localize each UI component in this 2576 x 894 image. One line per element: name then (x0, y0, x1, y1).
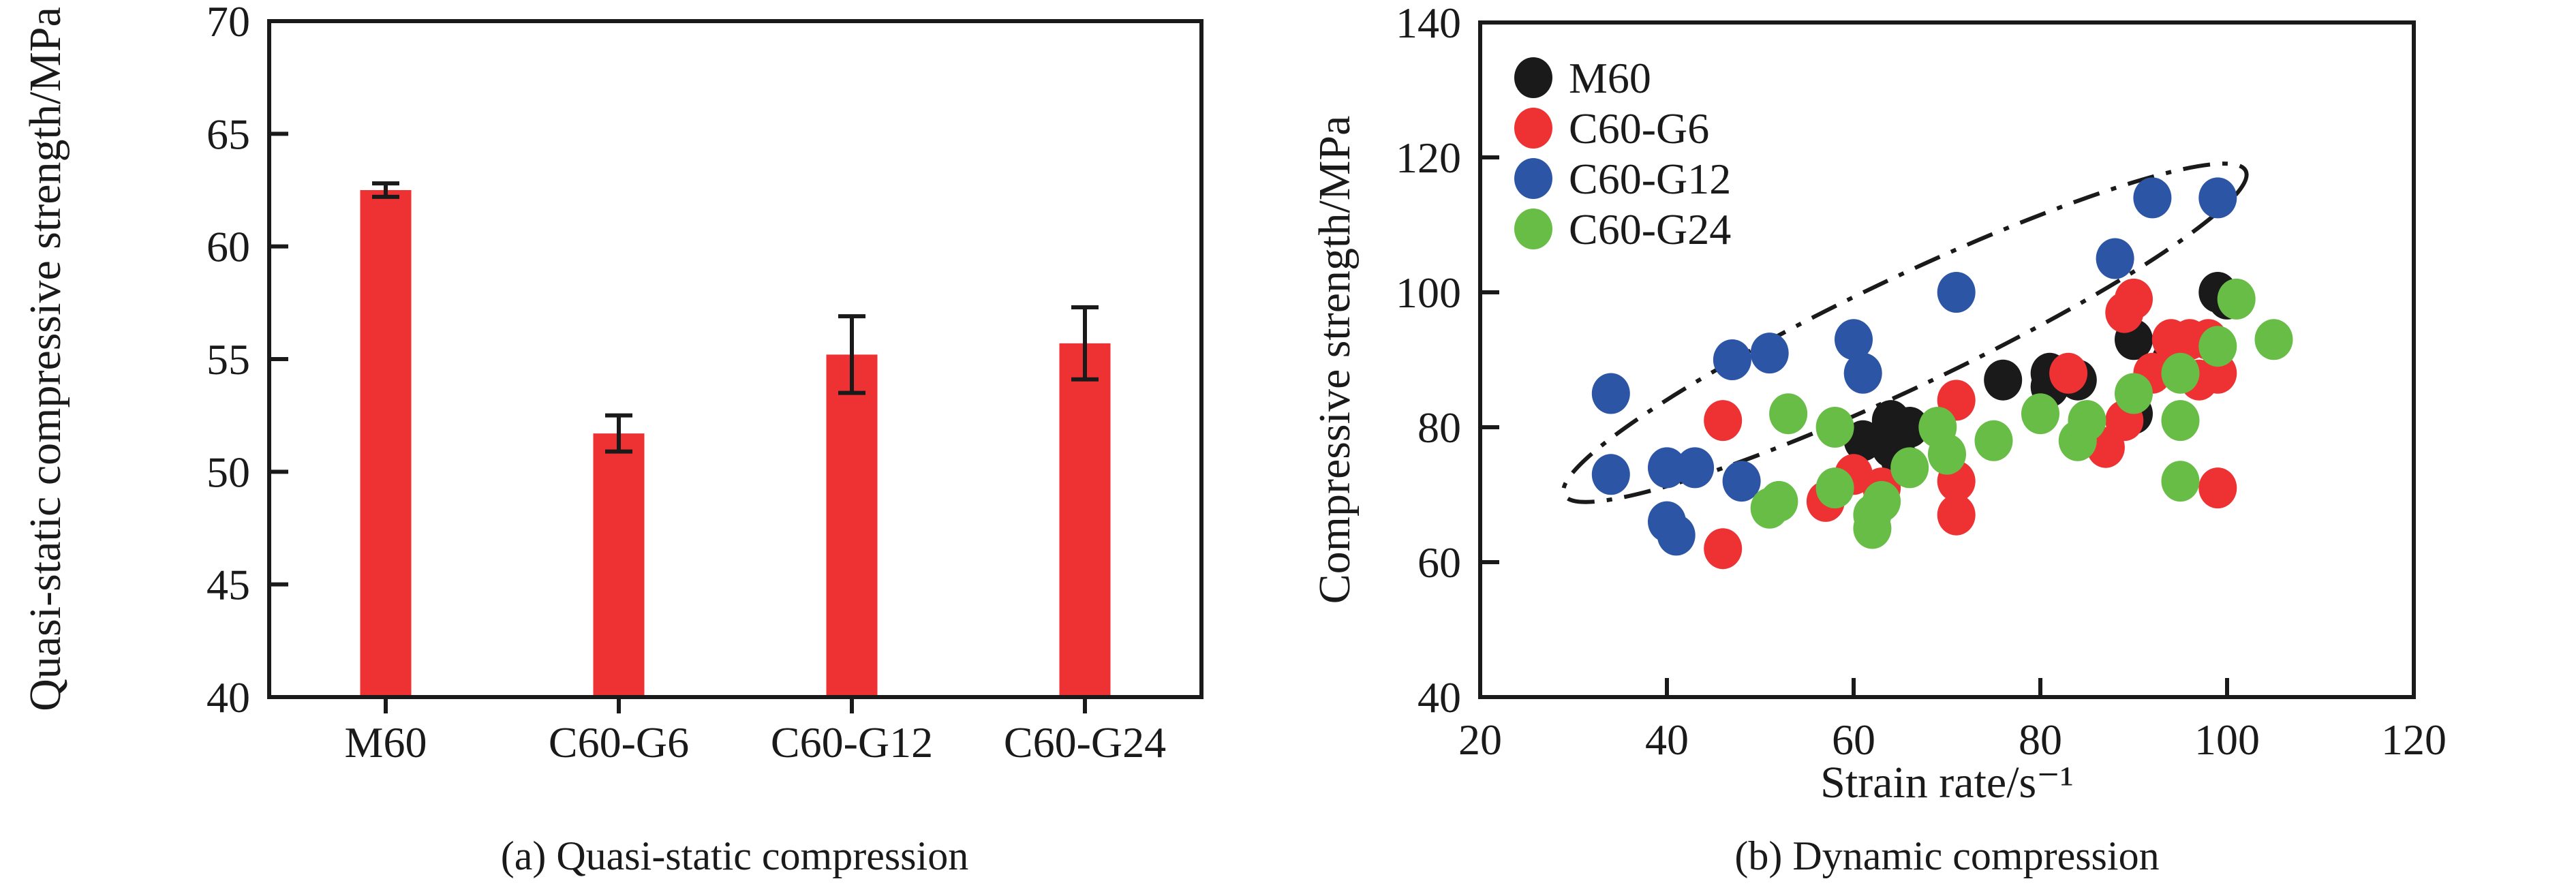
error-bar-C60-G24 (1071, 305, 1099, 382)
scatter-point (1890, 447, 1929, 489)
legend-marker-M60 (1514, 57, 1552, 98)
scatter-point (1937, 272, 1976, 313)
scatter-point (1676, 447, 1715, 489)
scatter-point (1704, 528, 1743, 570)
bar-C60-G6 (593, 433, 645, 695)
y-tick-label: 70 (206, 0, 250, 46)
x-category-label: M60 (345, 718, 427, 767)
scatter-point (1591, 373, 1630, 414)
x-category-label: C60-G24 (1004, 718, 1166, 767)
x-category-label: C60-G6 (549, 718, 689, 767)
legend-label: M60 (1569, 54, 1651, 102)
caption-quasi-static: (a) Quasi-static compression (500, 834, 969, 879)
x-tick-label: 20 (1458, 715, 1502, 764)
y-tick-label: 55 (206, 335, 250, 384)
scatter-point (1853, 508, 1892, 549)
y-tick-label: 100 (1396, 268, 1461, 317)
legend-label: C60-G24 (1569, 205, 1731, 253)
scatter-point (2096, 238, 2134, 279)
scatter-point (1815, 407, 1854, 448)
scatter-point (1835, 319, 1873, 360)
panel-quasi-static-bar-chart: 40 45 50 55 60 65 70 M60 C60-G6 C60-G12 C60-G24 Qua… (20, 0, 1203, 767)
scatter-point (1704, 400, 1743, 442)
x-axis-title: Strain rate/s⁻¹ (1820, 758, 2074, 807)
scatter-point (2058, 420, 2097, 461)
scatter-point (1769, 393, 1808, 435)
bar-M60 (360, 190, 412, 695)
scatter-point (2161, 400, 2200, 442)
bar-C60-G24 (1059, 343, 1111, 695)
caption-dynamic: (b) Dynamic compression (1734, 834, 2160, 879)
scatter-point (1843, 352, 1882, 394)
legend-marker-C60-G24 (1514, 209, 1552, 249)
bar-chart-quasi-static: 40 45 50 55 60 65 70 M60 C60-G6 C60-G12 C60-G24 Qua… (20, 0, 1203, 767)
scatter-point (2161, 352, 2200, 394)
x-tick-label: 120 (2381, 715, 2447, 764)
scatter-point (2115, 373, 2153, 414)
y-tick-label: 80 (1417, 403, 1461, 452)
series-C60-G24 (1750, 278, 2293, 549)
series-C60-G12 (1591, 177, 2237, 556)
y-axis-title: Compressive strength/MPa (1310, 116, 1360, 604)
x-tick-label: 40 (1645, 715, 1689, 764)
scatter-point (2217, 278, 2256, 320)
y-tick-label: 60 (206, 223, 250, 271)
legend-label: C60-G6 (1569, 104, 1709, 153)
legend-marker-C60-G12 (1514, 158, 1552, 199)
y-tick-label: 40 (1417, 673, 1461, 722)
scatter-point (1974, 420, 2013, 461)
scatter-point (2021, 393, 2059, 435)
scatter-point (1937, 494, 1976, 536)
error-bar-M60 (372, 181, 399, 199)
scatter-point (2198, 467, 2237, 509)
y-tick-label: 40 (206, 673, 250, 722)
plot-frame (1478, 20, 2416, 699)
y-tick-label: 50 (206, 448, 250, 496)
scatter-point (1750, 333, 1789, 374)
scatter-point (2198, 326, 2237, 367)
error-bar-C60-G12 (838, 314, 865, 395)
scatter-point (2049, 352, 2088, 394)
scatter-point (1815, 467, 1854, 509)
x-tick-label: 60 (1832, 715, 1875, 764)
scatter-point (2115, 278, 2153, 320)
annotation-ellipse (1561, 161, 2249, 504)
scatter-point (1722, 461, 1761, 502)
panel-dynamic-scatter-chart: 20 40 60 80 100 120 40 60 80 100 120 140 M60 C60-G6 C6… (1288, 0, 2576, 894)
legend-label: C60-G12 (1569, 155, 1731, 203)
scatter-point (1713, 339, 1751, 380)
scatter-point (1657, 514, 1696, 556)
scatter-point (1984, 359, 2023, 401)
x-category-label: C60-G12 (771, 718, 933, 767)
x-tick-label: 80 (2019, 715, 2062, 764)
y-tick-label: 120 (1396, 134, 1461, 182)
scatter-point (1928, 433, 1966, 475)
y-tick-label: 140 (1396, 0, 1461, 47)
y-tick-label: 65 (206, 110, 250, 158)
y-axis-title: Quasi-static compressive strength/MPa (20, 7, 70, 711)
scatter-point (2133, 177, 2172, 219)
y-tick-label: 45 (206, 561, 250, 609)
scatter-point (2161, 461, 2200, 502)
legend-marker-C60-G6 (1514, 108, 1552, 149)
y-tick-label: 60 (1417, 538, 1461, 587)
bar-C60-G12 (826, 354, 878, 695)
scatter-chart-dynamic: 20 40 60 80 100 120406080100120140M60C60-G6C6… (1310, 0, 2447, 807)
scatter-point (1760, 480, 1798, 522)
scatter-point (1591, 454, 1630, 495)
error-bar-C60-G6 (605, 413, 632, 454)
scatter-point (2254, 319, 2293, 360)
scatter-point (2198, 177, 2237, 219)
scatter-point (1648, 447, 1686, 489)
x-tick-label: 100 (2194, 715, 2260, 764)
